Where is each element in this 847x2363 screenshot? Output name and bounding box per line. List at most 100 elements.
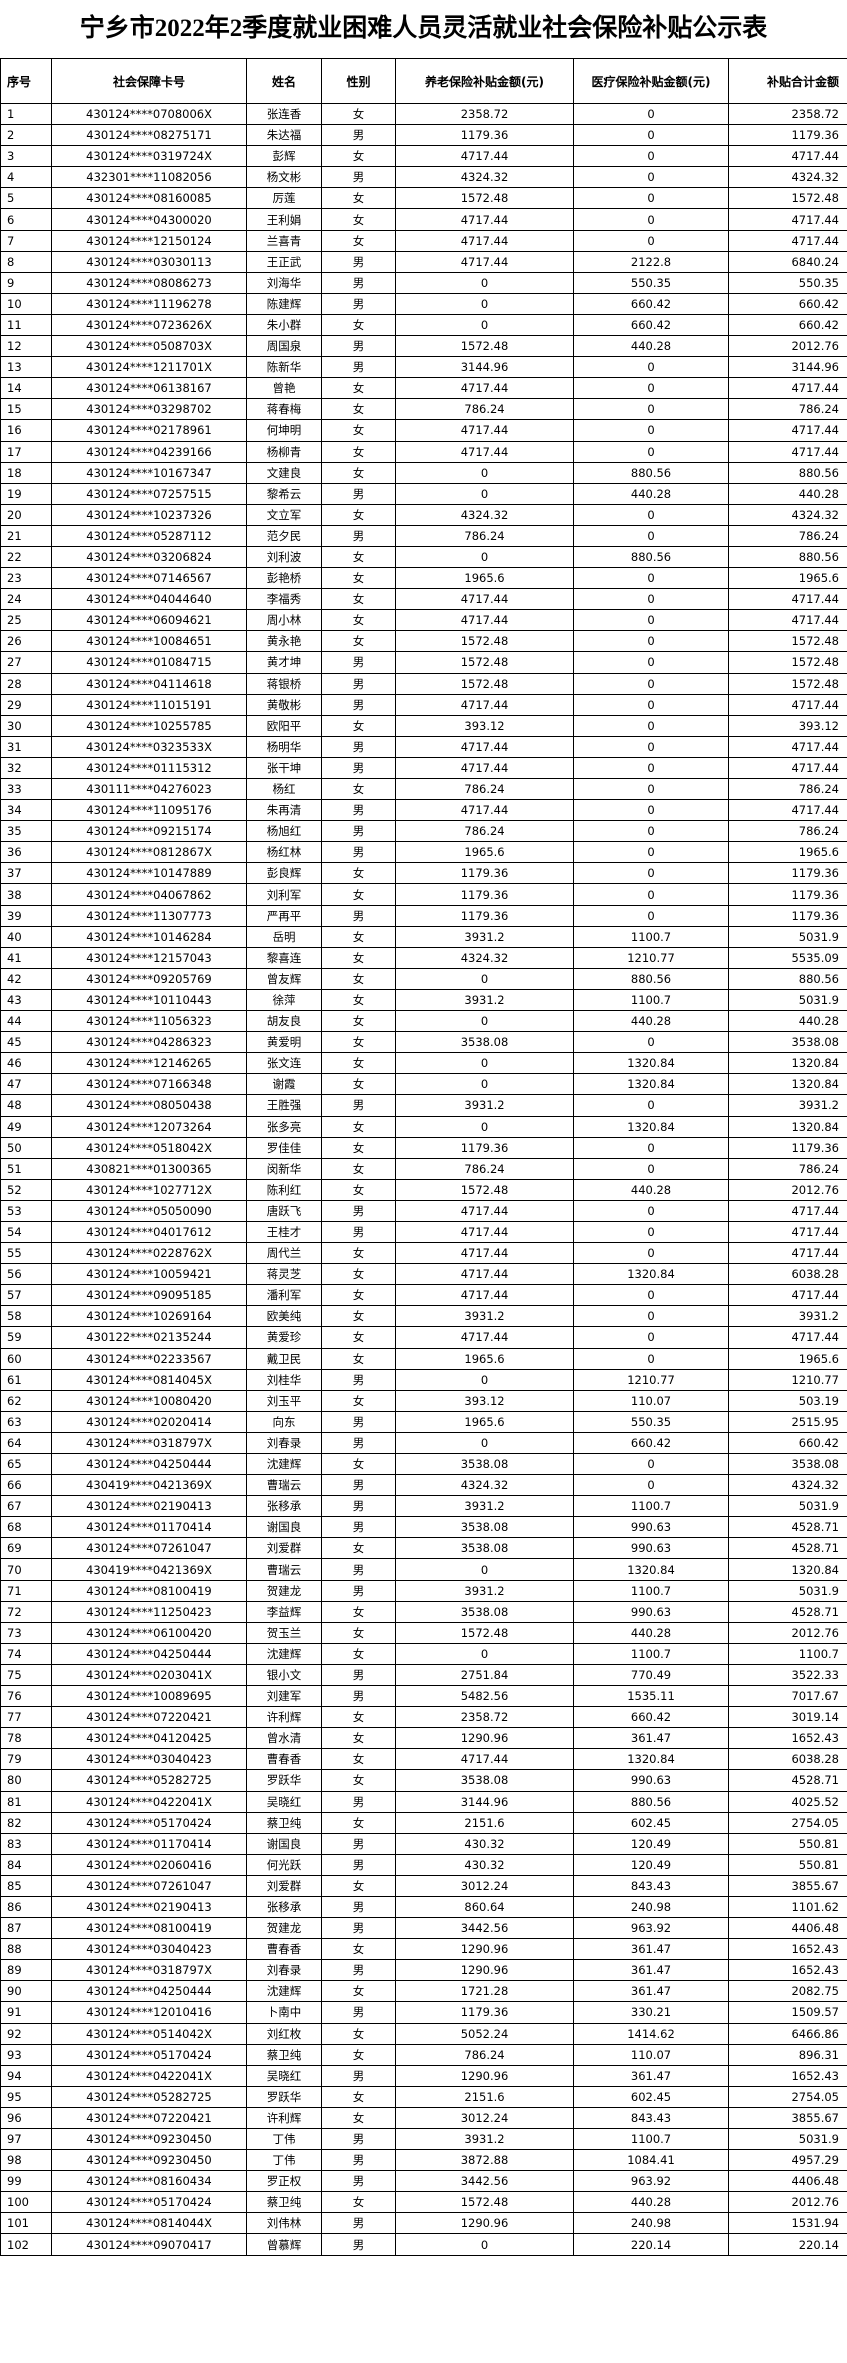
table-cell: 女 — [321, 714, 396, 737]
table-row: 100 430124****05170424 蔡卫纯女 1572.48 440.28 20… — [0, 2191, 847, 2214]
table-row: 42 430124****09205769 曾友辉女 0 880.56 880.56 — [0, 967, 847, 990]
table-cell: 0 — [573, 524, 729, 547]
table-cell: 4 — [0, 166, 52, 189]
table-row: 32 430124****01115312 张干坤男 4717.44 0 4717.44 — [0, 756, 847, 780]
table-cell: 55 — [0, 1242, 52, 1265]
table-cell: 何坤明 — [246, 419, 322, 442]
table-cell: 3931.2 — [395, 1305, 574, 1328]
table-row: 18 430124****10167347 文建良女 0 880.56 880.56 — [0, 461, 847, 484]
table-cell: 男 — [321, 841, 396, 864]
table-cell: 女 — [321, 398, 396, 421]
table-cell: 430124****0318797X — [51, 1959, 247, 1982]
table-cell: 男 — [321, 1199, 396, 1222]
header-cell: 姓名 — [246, 58, 322, 104]
table-cell: 0 — [573, 651, 729, 674]
table-cell: 0 — [395, 1115, 574, 1138]
table-cell: 94 — [0, 2064, 52, 2087]
table-cell: 1320.84 — [728, 1558, 847, 1581]
table-cell: 430124****08160434 — [51, 2170, 247, 2193]
table-cell: 3931.2 — [395, 988, 574, 1012]
table-cell: 黄才坤 — [246, 651, 322, 674]
table-cell: 430124****10084651 — [51, 630, 247, 653]
table-cell: 1101.62 — [728, 1895, 847, 1919]
table-row: 4 432301****11082056 杨文彬男 4324.32 0 4324.32 — [0, 166, 847, 189]
table-cell: 1414.62 — [573, 2022, 729, 2045]
table-cell: 男 — [321, 904, 396, 927]
table-row: 97 430124****09230450 丁伟男 3931.2 1100.7 5031.… — [0, 2127, 847, 2151]
table-cell: 5535.09 — [728, 946, 847, 969]
table-cell: 刘伟林 — [246, 2212, 322, 2235]
table-cell: 1179.36 — [395, 1136, 574, 1159]
table-cell: 女 — [321, 1389, 396, 1412]
table-cell: 430124****0518042X — [51, 1136, 247, 1159]
table-cell: 丁伟 — [246, 2127, 322, 2151]
table-cell: 曾艳 — [246, 377, 322, 400]
table-cell: 2122.8 — [573, 250, 729, 273]
table-cell: 男 — [321, 1220, 396, 1244]
table-cell: 1179.36 — [395, 883, 574, 906]
table-cell: 430124****04300020 — [51, 208, 247, 231]
table-cell: 430124****07220421 — [51, 2106, 247, 2130]
table-cell: 文建良 — [246, 461, 322, 484]
table-cell: 93 — [0, 2043, 52, 2066]
table-cell: 67 — [0, 1495, 52, 1518]
table-cell: 刘利波 — [246, 545, 322, 569]
table-cell: 朱再清 — [246, 799, 322, 822]
table-cell: 1652.43 — [728, 1959, 847, 1982]
table-cell: 430124****01084715 — [51, 651, 247, 674]
table-cell: 3855.67 — [728, 1874, 847, 1897]
table-cell: 430124****08160085 — [51, 187, 247, 210]
table-cell: 1572.48 — [395, 651, 574, 674]
table-cell: 蒋银桥 — [246, 672, 322, 695]
table-row: 58 430124****10269164 欧美纯女 3931.2 0 3931.2 — [0, 1305, 847, 1328]
table-cell: 963.92 — [573, 1917, 729, 1940]
table-cell: 4717.44 — [395, 1284, 574, 1307]
table-cell: 黎喜连 — [246, 946, 322, 969]
table-cell: 男 — [321, 672, 396, 695]
table-cell: 430124****05282725 — [51, 2085, 247, 2108]
table-cell: 4717.44 — [728, 229, 847, 252]
table-cell: 37 — [0, 862, 52, 885]
table-cell: 40 — [0, 925, 52, 948]
table-cell: 女 — [321, 588, 396, 611]
table-cell: 430124****05287112 — [51, 524, 247, 547]
table-cell: 2151.6 — [395, 1811, 574, 1834]
table-cell: 女 — [321, 1811, 396, 1834]
table-cell: 786.24 — [728, 1157, 847, 1180]
table-cell: 65 — [0, 1452, 52, 1476]
table-cell: 5 — [0, 187, 52, 210]
table-cell: 2151.6 — [395, 2085, 574, 2108]
table-cell: 贺建龙 — [246, 1579, 322, 1602]
table-cell: 89 — [0, 1959, 52, 1982]
table-row: 101 430124****0814044X 刘伟林男 1290.96 240.98 15… — [0, 2212, 847, 2235]
table-cell: 1 — [0, 102, 52, 126]
table-cell: 彭艳桥 — [246, 567, 322, 590]
table-cell: 1320.84 — [728, 1052, 847, 1075]
table-cell: 1100.7 — [573, 925, 729, 948]
table-cell: 4717.44 — [728, 588, 847, 611]
table-cell: 1100.7 — [573, 1495, 729, 1518]
table-cell: 990.63 — [573, 1769, 729, 1792]
table-cell: 21 — [0, 524, 52, 547]
table-row: 74 430124****04250444 沈建辉女 0 1100.7 1100.7 — [0, 1642, 847, 1665]
table-cell: 48 — [0, 1094, 52, 1117]
table-cell: 34 — [0, 799, 52, 822]
table-cell: 430124****0319724X — [51, 145, 247, 168]
table-cell: 17 — [0, 440, 52, 463]
table-cell: 430124****09205769 — [51, 967, 247, 990]
table-cell: 38 — [0, 883, 52, 906]
table-cell: 430124****11250423 — [51, 1600, 247, 1623]
table-cell: 4717.44 — [395, 1242, 574, 1265]
table-cell: 罗跃华 — [246, 1769, 322, 1792]
table-cell: 5031.9 — [728, 2127, 847, 2151]
table-cell: 29 — [0, 693, 52, 716]
table-cell: 430124****04250444 — [51, 1642, 247, 1665]
table-cell: 2012.76 — [728, 1178, 847, 1201]
table-cell: 0 — [395, 1558, 574, 1581]
table-cell: 4717.44 — [728, 1220, 847, 1244]
table-row: 17 430124****04239166 杨柳青女 4717.44 0 4717.44 — [0, 440, 847, 463]
table-row: 69 430124****07261047 刘爱群女 3538.08 990.63 452… — [0, 1537, 847, 1560]
table-row: 63 430124****02020414 向东男 1965.6 550.35 2515.… — [0, 1410, 847, 1433]
table-cell: 女 — [321, 503, 396, 526]
table-cell: 岳明 — [246, 925, 322, 948]
